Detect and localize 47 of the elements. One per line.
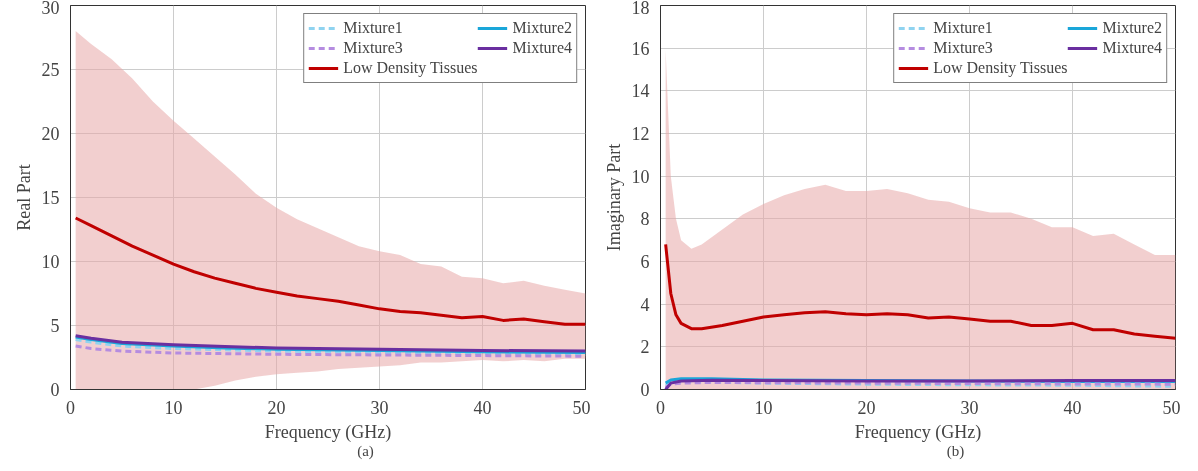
x-tick-label: 50 [572, 397, 591, 418]
x-tick-label: 40 [473, 397, 492, 418]
legend-label: Mixture4 [512, 39, 572, 57]
y-tick-label: 0 [50, 380, 60, 400]
legend-label: Low Density Tissues [933, 59, 1068, 77]
y-axis-title: Real Part [13, 164, 34, 231]
y-tick-label: 30 [41, 0, 60, 18]
x-tick-label: 0 [66, 397, 75, 418]
y-tick-label: 14 [631, 81, 650, 102]
line-series [664, 242, 1176, 340]
x-tick-label: 20 [267, 397, 286, 418]
y-tick-label: 10 [631, 166, 650, 187]
y-tick-label: 4 [640, 294, 650, 315]
legend-label: Mixture2 [512, 19, 572, 37]
x-tick-label: 20 [857, 397, 876, 418]
y-tick-label: 8 [640, 209, 650, 230]
x-axis-title: Frequency (GHz) [854, 421, 982, 443]
legend-label: Mixture2 [1102, 19, 1162, 37]
text: (b) [946, 442, 965, 460]
y-tick-label: 6 [640, 252, 650, 272]
legend-label: Mixture3 [343, 39, 403, 57]
x-axis-title: Frequency (GHz) [264, 421, 392, 443]
y-tick-label: 5 [50, 316, 60, 336]
y-tick-label: 18 [631, 0, 650, 18]
x-tick-label: 10 [754, 397, 773, 418]
legend-label: Mixture4 [1102, 39, 1162, 57]
x-tick-label: 50 [1162, 397, 1181, 418]
x-tick-label: 40 [1063, 397, 1082, 418]
legend-label: Mixture1 [343, 19, 403, 37]
x-tick-label: 0 [656, 397, 665, 418]
y-axis-title: Imaginary Part [603, 143, 624, 252]
x-tick-label: 30 [370, 397, 389, 418]
y-tick-label: 15 [41, 188, 60, 208]
y-tick-label: 10 [41, 252, 60, 272]
y-tick-label: 0 [640, 380, 650, 400]
x-tick-label: 10 [164, 397, 183, 418]
legend-label: Mixture3 [933, 39, 993, 57]
line-series [74, 216, 586, 326]
legend-label: Low Density Tissues [343, 59, 478, 77]
y-tick-label: 25 [41, 60, 60, 80]
legend-label: Mixture1 [933, 19, 993, 37]
y-tick-label: 16 [631, 38, 650, 59]
x-tick-label: 30 [960, 397, 979, 418]
y-tick-label: 20 [41, 124, 60, 144]
y-tick-label: 12 [631, 124, 650, 144]
text: (a) [357, 442, 374, 460]
y-tick-label: 2 [640, 337, 650, 358]
